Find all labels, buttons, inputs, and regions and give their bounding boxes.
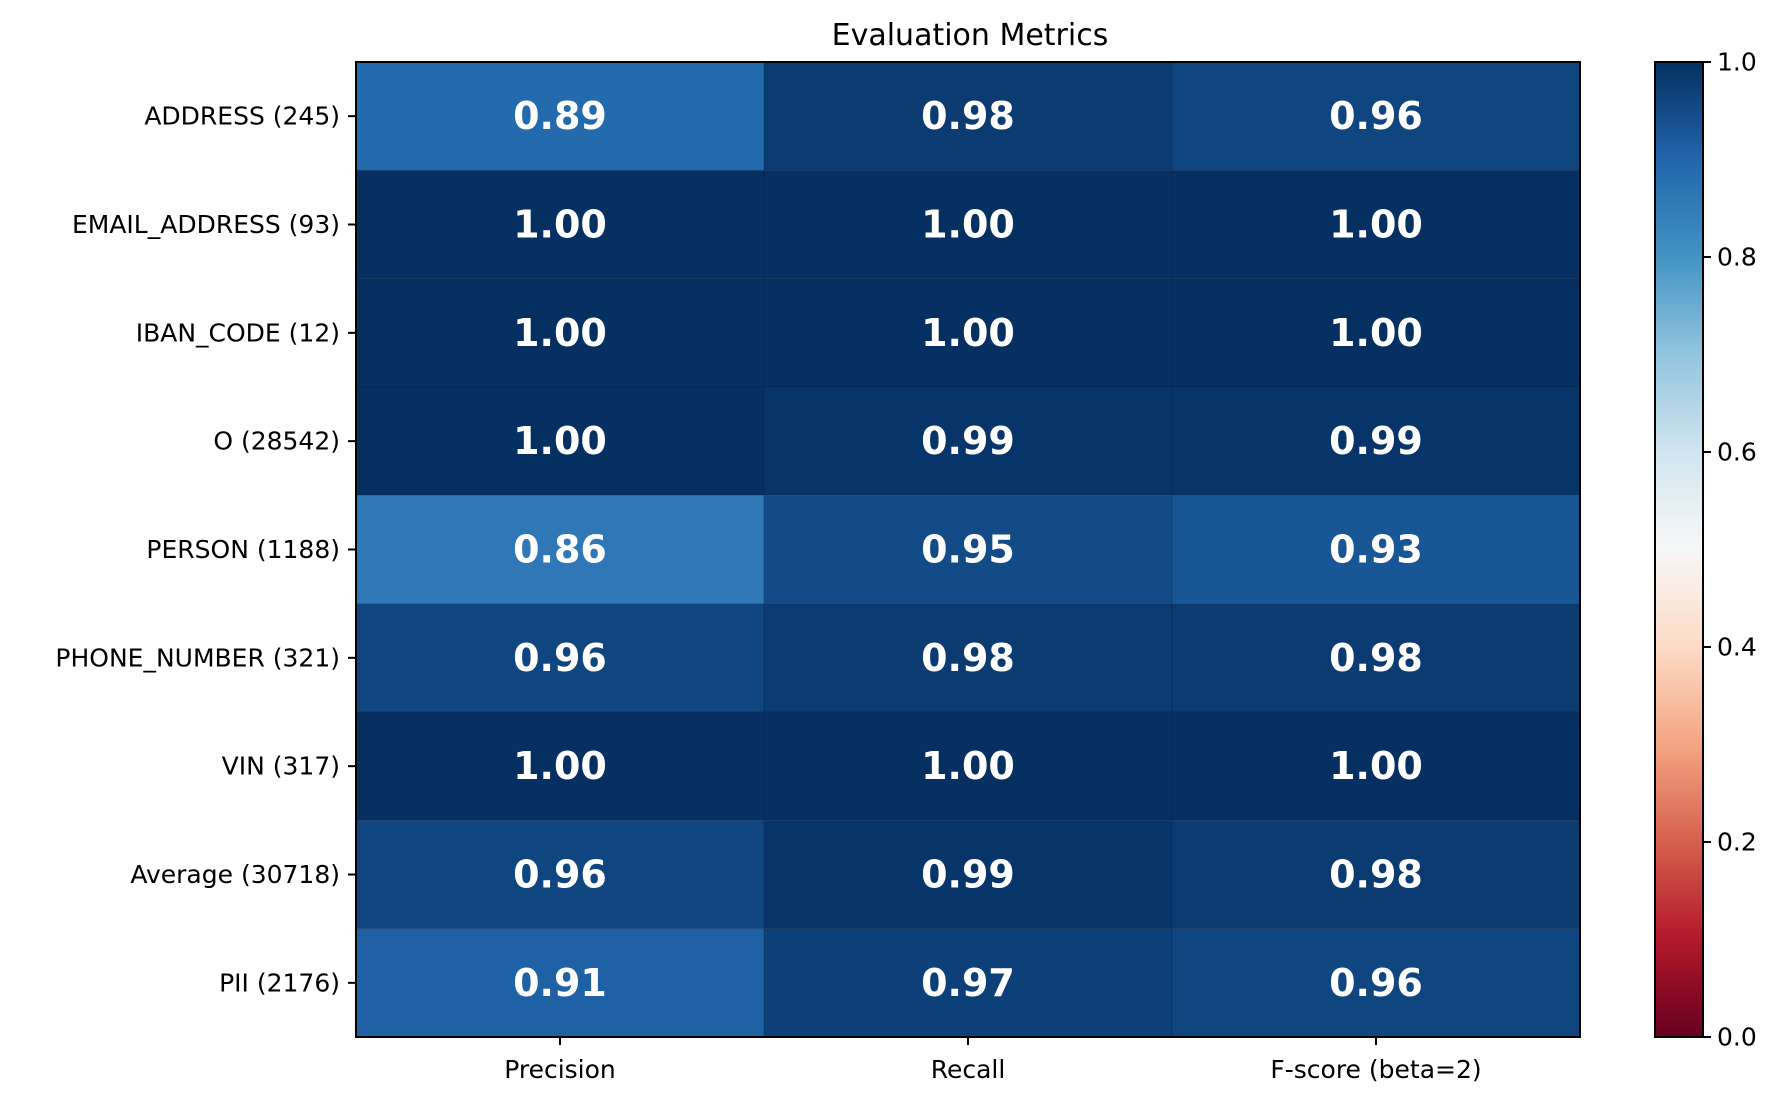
cell-value-label: 0.98 [921,94,1015,138]
y-tick-label: VIN (317) [222,752,340,781]
heatmap-cell [355,819,765,930]
heatmap-cell [355,386,765,496]
x-tick-label: Precision [504,1055,616,1084]
heatmap-cell [763,278,1173,388]
y-tick-label: EMAIL_ADDRESS (93) [72,210,340,239]
colorbar-axis: 0.0 0.2 0.4 0.6 0.8 1.0 [1703,48,1757,1052]
x-tick-label: F-score (beta=2) [1270,1055,1481,1084]
cell-value-label: 0.89 [513,94,607,138]
cell-value-label: 1.00 [1329,311,1423,355]
cell-value-label: 0.99 [921,419,1015,463]
colorbar-tick-label: 0.6 [1717,438,1757,467]
cell-value-label: 1.00 [921,311,1015,355]
y-tick-label: O (28542) [213,427,340,456]
y-tick-label: IBAN_CODE (12) [136,318,340,347]
cell-value-label: 1.00 [1329,203,1423,247]
colorbar-tick-label: 0.8 [1717,243,1757,272]
heatmap-cell [355,169,765,280]
colorbar-tick-label: 0.4 [1717,633,1757,662]
heatmap-cell [763,61,1173,171]
colorbar: 0.0 0.2 0.4 0.6 0.8 1.0 [1654,48,1757,1052]
cell-value-label: 0.97 [921,961,1015,1005]
cell-value-label: 0.93 [1329,528,1423,572]
colorbar-gradient [1655,62,1703,1037]
y-tick-label: Average (30718) [130,860,340,889]
x-tick-label: Recall [931,1055,1006,1084]
y-tick-label: PERSON (1188) [146,535,340,564]
cell-value-label: 0.86 [513,528,607,572]
cell-value-label: 0.98 [1329,853,1423,897]
cell-value-label: 1.00 [513,203,607,247]
heatmap-cell [763,169,1173,280]
y-axis: ADDRESS (245) EMAIL_ADDRESS (93) IBAN_CODE… [55,102,356,997]
y-tick-label: PHONE_NUMBER (321) [55,643,340,672]
cell-value-label: 0.96 [1329,94,1423,138]
cell-value-label: 0.96 [1329,961,1423,1005]
heatmap-cell [1171,386,1581,496]
heatmap-cell [763,603,1173,713]
cell-value-label: 0.99 [1329,419,1423,463]
colorbar-tick-label: 0.0 [1717,1023,1757,1052]
y-tick-label: ADDRESS (245) [144,102,340,131]
y-tick-label: PII (2176) [219,968,340,997]
heatmap-cell [1171,711,1581,821]
cell-value-label: 0.95 [921,528,1015,572]
cell-value-label: 1.00 [1329,744,1423,788]
heatmap-cells: 0.89 0.98 0.96 1.00 1.00 1.00 1.00 1.00 1.00 1.00… [355,61,1581,1038]
heatmap-cell [763,711,1173,821]
heatmap-cell [763,928,1173,1038]
cell-value-label: 0.96 [513,636,607,680]
cell-value-label: 1.00 [513,744,607,788]
heatmap-cell [1171,603,1581,713]
heatmap-cell [1171,928,1581,1038]
cell-value-label: 1.00 [513,311,607,355]
cell-value-label: 0.98 [1329,636,1423,680]
colorbar-frame [1654,61,1704,1038]
cell-value-label: 1.00 [921,203,1015,247]
cell-value-label: 0.96 [513,853,607,897]
heatmap-cell [763,819,1173,930]
colorbar-tick-label: 1.0 [1717,48,1757,77]
heatmap-cell [355,928,765,1038]
colorbar-tick-label: 0.2 [1717,828,1757,857]
cell-value-label: 0.99 [921,853,1015,897]
heatmap-cell [355,494,765,605]
heatmap-cell [355,61,765,171]
heatmap-cell [1171,169,1581,280]
heatmap-cell [1171,494,1581,605]
heatmap-cell [763,494,1173,605]
cell-value-label: 0.98 [921,636,1015,680]
cell-value-label: 0.91 [513,961,607,1005]
cell-value-label: 1.00 [513,419,607,463]
heatmap-cell [355,711,765,821]
x-axis: Precision Recall F-score (beta=2) [504,1037,1482,1084]
heatmap-cell [355,278,765,388]
cell-value-label: 1.00 [921,744,1015,788]
chart-title: Evaluation Metrics [832,18,1109,53]
